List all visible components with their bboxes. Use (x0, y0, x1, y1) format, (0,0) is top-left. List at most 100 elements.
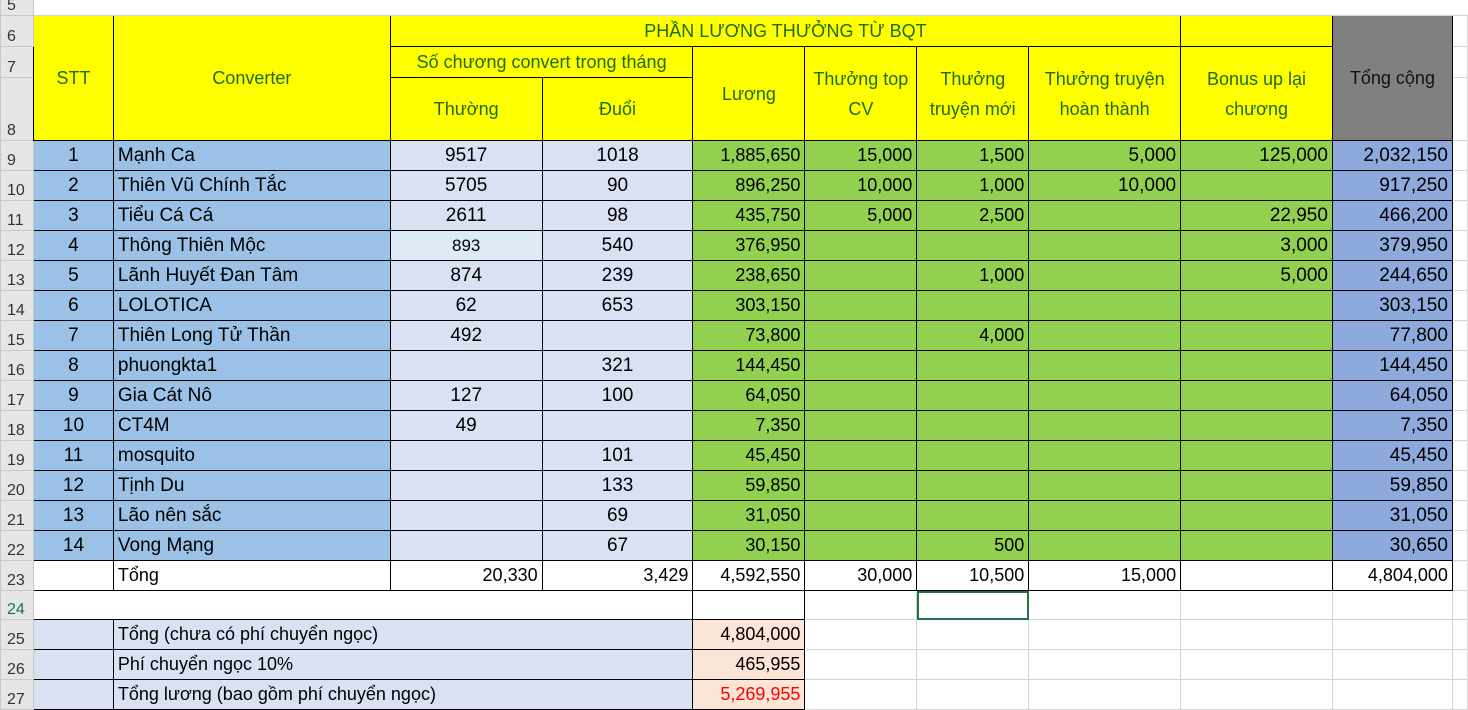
luong-cell[interactable]: 896,250 (692, 170, 806, 201)
row-header[interactable]: 15 (0, 320, 34, 351)
row-header[interactable]: 16 (0, 350, 34, 381)
top-cv-cell[interactable] (804, 440, 918, 471)
duoi-cell[interactable]: 133 (541, 470, 694, 501)
thuong-cell[interactable]: 2611 (389, 200, 543, 231)
converter-name-cell[interactable]: phuongkta1 (112, 350, 391, 381)
top-cv-cell[interactable] (804, 410, 918, 441)
thuong-cell[interactable]: 874 (389, 260, 543, 291)
row-header[interactable]: 11 (0, 200, 34, 231)
stt-cell[interactable]: 9 (32, 380, 114, 411)
cell[interactable] (1451, 260, 1468, 291)
cell[interactable] (804, 619, 918, 650)
truyen-moi-cell[interactable] (916, 410, 1030, 441)
converter-name-cell[interactable]: Vong Mạng (112, 530, 391, 561)
total-thuong[interactable]: 20,330 (389, 560, 543, 591)
duoi-cell[interactable] (541, 320, 694, 351)
row-header[interactable]: 24 (0, 590, 34, 620)
cell[interactable] (692, 590, 806, 620)
luong-cell[interactable]: 73,800 (692, 320, 806, 351)
summary-value[interactable]: 5,269,955 (692, 679, 806, 710)
cell[interactable] (1451, 46, 1468, 78)
luong-cell[interactable]: 7,350 (692, 410, 806, 441)
top-cv-cell[interactable] (804, 290, 918, 321)
thuong-cell[interactable] (389, 530, 543, 561)
cell[interactable] (916, 649, 1030, 680)
truyen-moi-cell[interactable] (916, 290, 1030, 321)
hoan-thanh-cell[interactable]: 10,000 (1028, 170, 1182, 201)
thuong-cell[interactable] (389, 440, 543, 471)
stt-cell[interactable]: 6 (32, 290, 114, 321)
cell[interactable] (916, 679, 1030, 710)
row-header[interactable]: 10 (0, 170, 34, 201)
top-cv-cell[interactable] (804, 500, 918, 531)
cell[interactable] (1028, 590, 1182, 620)
cell[interactable] (1331, 649, 1453, 680)
hoan-thanh-cell[interactable] (1028, 470, 1182, 501)
row-header[interactable]: 23 (0, 560, 34, 591)
cell[interactable] (1451, 560, 1468, 591)
cell[interactable] (1451, 410, 1468, 441)
cell[interactable] (1180, 679, 1333, 710)
cell[interactable] (1451, 320, 1468, 351)
converter-name-cell[interactable]: Thiên Vũ Chính Tắc (112, 170, 391, 201)
cell[interactable] (1451, 140, 1468, 171)
truyen-moi-cell[interactable]: 2,500 (916, 200, 1030, 231)
tong-cong-cell[interactable]: 7,350 (1331, 410, 1453, 441)
converter-name-cell[interactable]: Lão nên sắc (112, 500, 391, 531)
cell[interactable] (1451, 649, 1468, 680)
luong-cell[interactable]: 45,450 (692, 440, 806, 471)
cell[interactable] (1028, 679, 1182, 710)
converter-name-cell[interactable]: Lãnh Huyết Đan Tâm (112, 260, 391, 291)
luong-cell[interactable]: 144,450 (692, 350, 806, 381)
duoi-cell[interactable]: 100 (541, 380, 694, 411)
cell[interactable] (32, 649, 114, 680)
cell[interactable] (1451, 679, 1468, 710)
cell[interactable] (1331, 679, 1453, 710)
row-header[interactable]: 27 (0, 679, 34, 710)
row-header[interactable]: 6 (0, 15, 34, 47)
stt-cell[interactable]: 5 (32, 260, 114, 291)
stt-cell[interactable]: 8 (32, 350, 114, 381)
converter-name-cell[interactable]: Thông Thiên Mộc (112, 230, 391, 261)
stt-cell[interactable]: 11 (32, 440, 114, 471)
tong-cong-cell[interactable]: 31,050 (1331, 500, 1453, 531)
stt-cell[interactable]: 2 (32, 170, 114, 201)
tong-cong-cell[interactable]: 30,650 (1331, 530, 1453, 561)
row-header[interactable]: 18 (0, 410, 34, 441)
thuong-cell[interactable] (389, 500, 543, 531)
header-tong-cong[interactable]: Tổng cộng (1331, 15, 1453, 141)
bonus-cell[interactable] (1180, 320, 1333, 351)
hoan-thanh-cell[interactable] (1028, 230, 1182, 261)
truyen-moi-cell[interactable]: 4,000 (916, 320, 1030, 351)
thuong-cell[interactable] (389, 470, 543, 501)
bonus-cell[interactable] (1180, 350, 1333, 381)
cell[interactable] (32, 679, 114, 710)
cell[interactable] (804, 679, 918, 710)
cell[interactable] (1451, 200, 1468, 231)
cell[interactable] (1180, 590, 1333, 620)
bonus-cell[interactable] (1180, 290, 1333, 321)
duoi-cell[interactable]: 540 (541, 230, 694, 261)
cell[interactable] (33, 0, 1468, 16)
stt-cell[interactable]: 12 (32, 470, 114, 501)
total-truyen-moi[interactable]: 10,500 (916, 560, 1030, 591)
duoi-cell[interactable]: 67 (541, 530, 694, 561)
truyen-moi-cell[interactable]: 500 (916, 530, 1030, 561)
cell[interactable] (1028, 649, 1182, 680)
cell[interactable] (1451, 290, 1468, 321)
duoi-cell[interactable]: 321 (541, 350, 694, 381)
cell[interactable] (1451, 230, 1468, 261)
cell[interactable] (1180, 15, 1333, 47)
tong-cong-cell[interactable]: 2,032,150 (1331, 140, 1453, 171)
top-cv-cell[interactable] (804, 320, 918, 351)
luong-cell[interactable]: 31,050 (692, 500, 806, 531)
bonus-cell[interactable]: 22,950 (1180, 200, 1333, 231)
duoi-cell[interactable]: 101 (541, 440, 694, 471)
row-header[interactable]: 7 (0, 46, 34, 78)
truyen-moi-cell[interactable] (916, 230, 1030, 261)
cell[interactable] (1180, 619, 1333, 650)
thuong-cell[interactable]: 62 (389, 290, 543, 321)
luong-cell[interactable]: 30,150 (692, 530, 806, 561)
truyen-moi-cell[interactable]: 1,500 (916, 140, 1030, 171)
thuong-cell[interactable]: 893 (389, 230, 543, 261)
